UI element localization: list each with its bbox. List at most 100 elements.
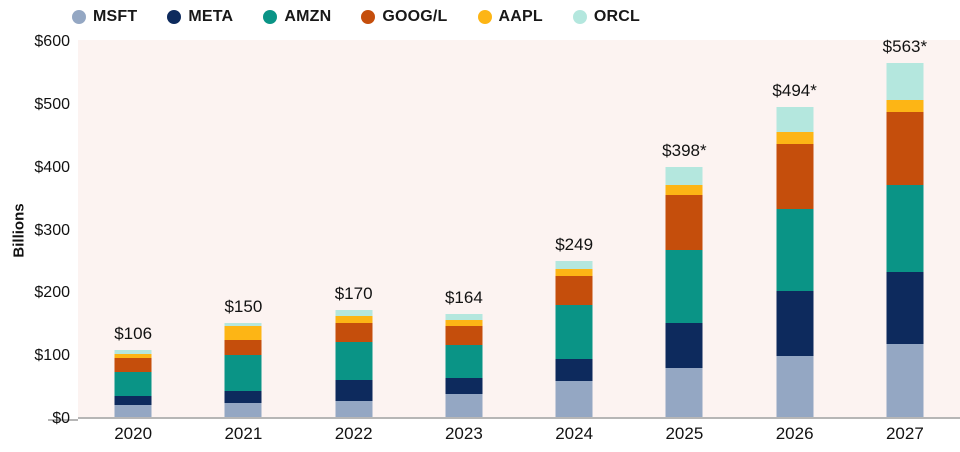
bar-segment-meta	[224, 391, 262, 404]
legend-label: GOOG/L	[382, 8, 448, 25]
y-tick-label: $400	[34, 158, 70, 176]
legend-label: AAPL	[498, 8, 543, 25]
legend-dot-icon	[263, 10, 278, 24]
x-tick-label: 2027	[885, 424, 924, 443]
bar-column: $398*	[629, 40, 739, 417]
legend: MSFT META AMZN GOOG/L AAPL ORCL	[72, 8, 640, 26]
bar-column: $150	[188, 40, 298, 417]
stacked-bar	[776, 106, 814, 417]
bar-segment-orcl	[665, 166, 703, 186]
stacked-bar	[224, 322, 262, 417]
stacked-bar	[114, 350, 152, 417]
x-axis-line	[48, 419, 78, 421]
bar-total-label: $170	[334, 284, 373, 304]
bar-segment-aapl	[114, 353, 152, 358]
bar-segment-orcl	[555, 260, 593, 269]
legend-dot-icon	[361, 10, 376, 24]
bar-column: $106	[78, 40, 188, 417]
bar-column: $170	[299, 40, 409, 417]
bar-total-label: $150	[224, 296, 263, 316]
bar-total-label: $249	[555, 234, 594, 254]
y-tick-label: $500	[34, 95, 70, 113]
legend-item: META	[167, 8, 233, 26]
legend-label: AMZN	[284, 8, 332, 25]
x-tick-label: 2024	[555, 424, 594, 443]
bar-segment-googl	[445, 325, 483, 345]
bar-segment-amzn	[886, 184, 924, 272]
stacked-bar	[665, 166, 703, 417]
bar-segment-aapl	[665, 185, 703, 196]
bar-column: $249	[519, 40, 629, 417]
legend-item: GOOG/L	[361, 8, 447, 26]
stacked-bar	[335, 310, 373, 417]
bar-segment-meta	[886, 271, 924, 344]
bar-segment-amzn	[555, 305, 593, 359]
bar-column: $494*	[740, 40, 850, 417]
bar-segment-amzn	[224, 355, 262, 392]
bar-segment-googl	[335, 323, 373, 342]
y-tick-label: $300	[34, 221, 70, 239]
bar-segment-googl	[224, 340, 262, 356]
bar-segment-aapl	[445, 319, 483, 326]
bar-segment-orcl	[886, 63, 924, 101]
bar-segment-msft	[114, 405, 152, 417]
legend-dot-icon	[72, 10, 86, 24]
bar-segment-aapl	[776, 132, 814, 144]
bar-segment-meta	[555, 358, 593, 382]
bar-segment-msft	[555, 381, 593, 417]
bar-total-label: $164	[444, 287, 483, 307]
bar-segment-googl	[776, 143, 814, 210]
y-tick-label: $600	[34, 33, 70, 50]
bar-segment-googl	[886, 112, 924, 185]
y-axis-ticks: $600 $500 $400 $300 $200 $100 $0	[0, 33, 70, 427]
plot-area: $106 $150 $170 $164 $249 $398* $494* $563*	[78, 37, 960, 419]
bar-column: $563*	[850, 37, 960, 417]
bar-segment-orcl	[114, 350, 152, 354]
x-tick-label: 2023	[444, 424, 483, 443]
bar-segment-meta	[776, 291, 814, 357]
x-tick-label: 2020	[114, 424, 153, 443]
stacked-bar	[445, 314, 483, 417]
y-tick-label: $0	[52, 410, 70, 427]
bar-segment-msft	[665, 368, 703, 417]
bar-segment-amzn	[114, 371, 152, 396]
legend-dot-icon	[477, 10, 492, 24]
bar-segment-meta	[114, 395, 152, 406]
legend-dot-icon	[167, 10, 182, 24]
bar-segment-googl	[114, 357, 152, 372]
bar-segment-aapl	[224, 325, 262, 341]
legend-item: AMZN	[263, 8, 331, 26]
bar-segment-orcl	[335, 310, 373, 316]
x-tick-label: 2025	[665, 424, 704, 443]
bar-segment-meta	[665, 323, 703, 368]
x-tick-label: 2026	[775, 424, 814, 443]
bar-segment-orcl	[776, 106, 814, 133]
x-tick-label: 2021	[224, 424, 263, 443]
bar-segment-msft	[224, 403, 262, 417]
bar-total-label: $563*	[882, 37, 928, 57]
bar-segment-googl	[665, 195, 703, 250]
y-tick-label: $100	[34, 347, 70, 365]
x-axis-labels: 2020 2021 2022 2023 2024 2025 2026 2027	[78, 424, 960, 448]
legend-item: ORCL	[572, 8, 641, 26]
bar-segment-amzn	[445, 344, 483, 379]
bar-total-label: $494*	[772, 80, 817, 100]
bar-total-label: $398*	[662, 140, 707, 160]
bar-segment-amzn	[665, 249, 703, 324]
stacked-bar	[555, 260, 593, 417]
legend-item: AAPL	[477, 8, 543, 26]
bar-segment-msft	[335, 401, 373, 417]
bar-segment-orcl	[224, 322, 262, 326]
bar-segment-amzn	[776, 209, 814, 292]
bar-segment-aapl	[335, 315, 373, 324]
bar-segment-meta	[335, 379, 373, 402]
bar-segment-msft	[776, 356, 814, 417]
legend-label: MSFT	[93, 8, 138, 25]
y-tick-label: $200	[34, 284, 70, 302]
bar-total-label: $106	[114, 324, 153, 344]
legend-dot-icon	[572, 10, 587, 24]
bar-segment-aapl	[886, 100, 924, 113]
bar-segment-amzn	[335, 341, 373, 380]
legend-item: MSFT	[72, 8, 137, 26]
legend-label: ORCL	[593, 8, 641, 25]
